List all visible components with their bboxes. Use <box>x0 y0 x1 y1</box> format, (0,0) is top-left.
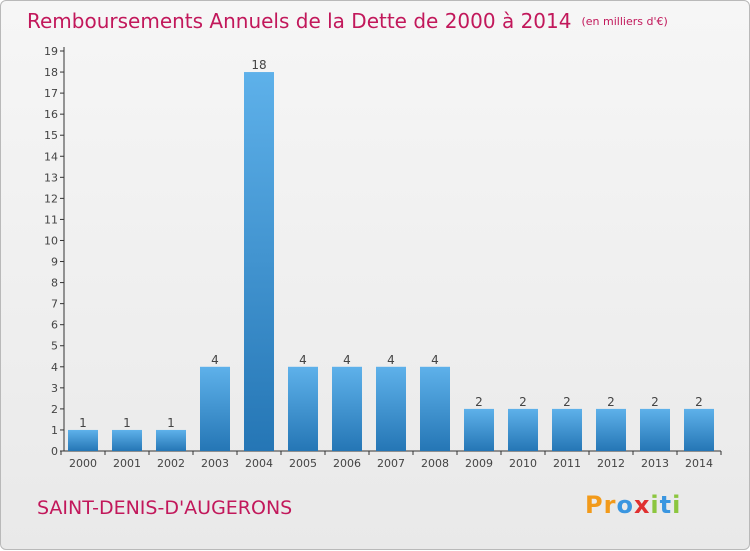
x-tick-label-2000: 2000 <box>69 457 97 470</box>
proxiti-logo: Proxiti <box>585 491 681 519</box>
logo-letter: r <box>603 491 617 519</box>
value-label-2010: 2 <box>519 395 527 409</box>
x-tick-label-2007: 2007 <box>377 457 405 470</box>
value-label-2000: 1 <box>79 416 87 430</box>
bar-2010 <box>508 408 538 451</box>
value-label-2013: 2 <box>651 395 659 409</box>
y-tick-label: 17 <box>44 87 58 100</box>
logo-letter: i <box>650 491 660 519</box>
commune-name: SAINT-DENIS-D'AUGERONS <box>37 497 293 519</box>
bar-2008 <box>420 366 450 451</box>
x-tick-label-2002: 2002 <box>157 457 185 470</box>
x-tick-label-2013: 2013 <box>641 457 669 470</box>
y-tick-label: 4 <box>51 361 58 374</box>
bar-2005 <box>288 366 318 451</box>
x-tick-label-2011: 2011 <box>553 457 581 470</box>
bar-2006 <box>332 366 362 451</box>
value-label-2002: 1 <box>167 416 175 430</box>
y-tick-label: 2 <box>51 403 58 416</box>
value-label-2008: 4 <box>431 353 439 367</box>
y-tick-label: 6 <box>51 319 58 332</box>
logo-letter: t <box>659 491 673 519</box>
value-label-2007: 4 <box>387 353 395 367</box>
y-tick-label: 11 <box>44 213 58 226</box>
x-tick-label-2008: 2008 <box>421 457 449 470</box>
y-tick-label: 18 <box>44 66 58 79</box>
bar-2007 <box>376 366 406 451</box>
value-label-2012: 2 <box>607 395 615 409</box>
value-label-2003: 4 <box>211 353 219 367</box>
value-label-2005: 4 <box>299 353 307 367</box>
bar-2004 <box>244 72 274 451</box>
x-tick-label-2014: 2014 <box>685 457 713 470</box>
y-tick-label: 0 <box>51 445 58 458</box>
y-tick-label: 8 <box>51 277 58 290</box>
y-tick-label: 15 <box>44 129 58 142</box>
bar-2002 <box>156 429 186 451</box>
value-label-2014: 2 <box>695 395 703 409</box>
x-tick-label-2006: 2006 <box>333 457 361 470</box>
value-label-2004: 18 <box>251 58 266 72</box>
y-tick-label: 3 <box>51 382 58 395</box>
x-tick-label-2005: 2005 <box>289 457 317 470</box>
bar-2014 <box>684 408 714 451</box>
logo-letter: o <box>616 491 634 519</box>
y-tick-label: 9 <box>51 256 58 269</box>
y-tick-label: 10 <box>44 234 58 247</box>
chart-title: Remboursements Annuels de la Dette de 20… <box>27 9 668 33</box>
value-label-2009: 2 <box>475 395 483 409</box>
bar-2000 <box>68 429 98 451</box>
logo-letter: x <box>633 491 651 519</box>
y-tick-label: 14 <box>44 150 58 163</box>
chart-title-main: Remboursements Annuels de la Dette de 20… <box>27 9 572 33</box>
y-tick-label: 19 <box>44 45 58 58</box>
value-label-2001: 1 <box>123 416 131 430</box>
bar-2009 <box>464 408 494 451</box>
x-tick-label-2012: 2012 <box>597 457 625 470</box>
logo-letter: P <box>585 491 604 519</box>
bar-2012 <box>596 408 626 451</box>
value-label-2006: 4 <box>343 353 351 367</box>
bar-2011 <box>552 408 582 451</box>
y-tick-label: 12 <box>44 192 58 205</box>
value-label-2011: 2 <box>563 395 571 409</box>
y-tick-label: 13 <box>44 171 58 184</box>
x-tick-label-2010: 2010 <box>509 457 537 470</box>
chart-title-unit: (en milliers d'€) <box>581 15 668 28</box>
bar-2003 <box>200 366 230 451</box>
logo-letter: i <box>672 491 682 519</box>
x-tick-label-2009: 2009 <box>465 457 493 470</box>
y-tick-label: 7 <box>51 298 58 311</box>
x-tick-label-2004: 2004 <box>245 457 273 470</box>
y-tick-label: 16 <box>44 108 58 121</box>
x-tick-label-2003: 2003 <box>201 457 229 470</box>
bar-2001 <box>112 429 142 451</box>
y-tick-label: 5 <box>51 340 58 353</box>
bar-2013 <box>640 408 670 451</box>
y-tick-label: 1 <box>51 424 58 437</box>
x-tick-label-2001: 2001 <box>113 457 141 470</box>
